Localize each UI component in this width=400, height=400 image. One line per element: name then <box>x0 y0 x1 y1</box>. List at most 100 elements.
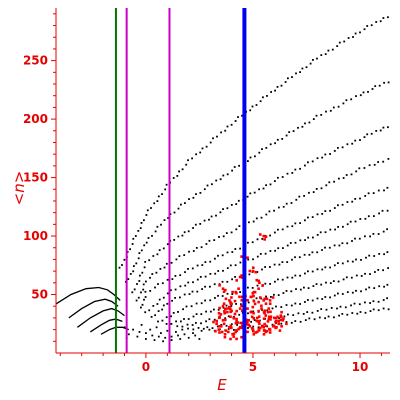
data-point <box>386 283 389 286</box>
data-point <box>221 319 225 322</box>
series-3 <box>135 158 390 302</box>
data-point <box>143 266 146 269</box>
data-point <box>257 315 261 318</box>
data-point <box>131 291 134 294</box>
data-point <box>205 243 208 245</box>
y-tick-label: 100 <box>23 229 48 243</box>
data-point <box>149 328 152 331</box>
data-point <box>226 125 229 128</box>
data-point <box>148 259 151 262</box>
data-point <box>192 315 195 318</box>
data-point <box>214 329 217 333</box>
data-point <box>355 258 357 261</box>
data-point <box>327 315 330 318</box>
data-point <box>129 248 131 251</box>
data-point <box>297 312 300 315</box>
data-point <box>299 288 302 291</box>
data-point <box>246 299 249 302</box>
data-point <box>204 299 206 302</box>
data-point <box>370 132 373 135</box>
data-point <box>209 273 212 275</box>
data-point <box>352 36 354 38</box>
data-point <box>269 143 272 146</box>
data-point <box>275 305 277 308</box>
data-point <box>251 305 255 309</box>
data-point <box>203 188 206 191</box>
data-point <box>170 315 172 318</box>
data-point <box>358 167 361 170</box>
data-point <box>257 327 261 331</box>
data-point <box>255 278 259 282</box>
y-tick-label: 250 <box>23 54 48 68</box>
data-point <box>279 314 283 317</box>
data-point <box>324 210 327 212</box>
data-point <box>145 338 147 340</box>
data-point <box>180 203 182 206</box>
data-point <box>269 250 272 252</box>
data-point <box>221 280 224 283</box>
data-point <box>351 240 353 242</box>
data-point <box>273 209 275 212</box>
data-point <box>233 329 235 331</box>
data-point <box>281 138 284 140</box>
data-point <box>262 96 264 99</box>
data-point <box>371 88 374 90</box>
data-point <box>249 156 252 159</box>
data-point <box>370 24 373 27</box>
data-point <box>123 326 126 329</box>
data-point <box>324 53 327 55</box>
data-point <box>220 330 224 334</box>
data-point <box>238 225 241 227</box>
data-point <box>302 313 305 315</box>
data-point <box>167 217 169 219</box>
data-point <box>262 333 266 336</box>
data-point <box>199 151 202 154</box>
data-point <box>360 275 363 277</box>
data-point <box>230 204 233 206</box>
data-point <box>247 258 250 261</box>
data-point <box>316 297 319 300</box>
data-point <box>333 294 336 297</box>
data-point <box>291 172 294 174</box>
data-point <box>342 278 345 281</box>
data-point <box>304 219 306 222</box>
data-point <box>250 310 253 314</box>
data-point <box>143 219 145 222</box>
data-point <box>343 40 346 43</box>
data-point <box>240 255 243 258</box>
data-point <box>240 321 243 325</box>
data-point <box>251 105 254 108</box>
data-point <box>270 296 272 298</box>
data-point <box>313 318 316 321</box>
data-point <box>311 299 314 302</box>
data-point <box>219 178 222 181</box>
data-point <box>153 202 156 205</box>
data-point <box>228 326 231 329</box>
data-point <box>235 309 238 313</box>
data-point <box>218 331 221 334</box>
data-point <box>219 313 223 316</box>
data-point <box>199 192 202 194</box>
data-point <box>342 102 345 105</box>
data-point <box>251 287 254 289</box>
data-point <box>170 289 172 292</box>
data-point <box>257 309 260 313</box>
data-point <box>152 305 155 307</box>
data-point <box>337 280 340 283</box>
data-point <box>230 309 233 313</box>
data-point <box>196 290 199 293</box>
data-point <box>273 316 276 320</box>
data-point <box>324 266 327 269</box>
x-tick-label: 10 <box>352 360 369 374</box>
series-14 <box>77 307 125 328</box>
data-point <box>182 308 184 311</box>
data-point <box>210 215 213 218</box>
data-point <box>307 270 309 273</box>
data-point <box>312 285 315 287</box>
data-point <box>175 331 177 333</box>
data-point <box>195 302 198 305</box>
data-point <box>294 320 297 322</box>
data-point <box>301 125 304 128</box>
data-point <box>324 246 326 249</box>
data-point <box>209 285 211 288</box>
